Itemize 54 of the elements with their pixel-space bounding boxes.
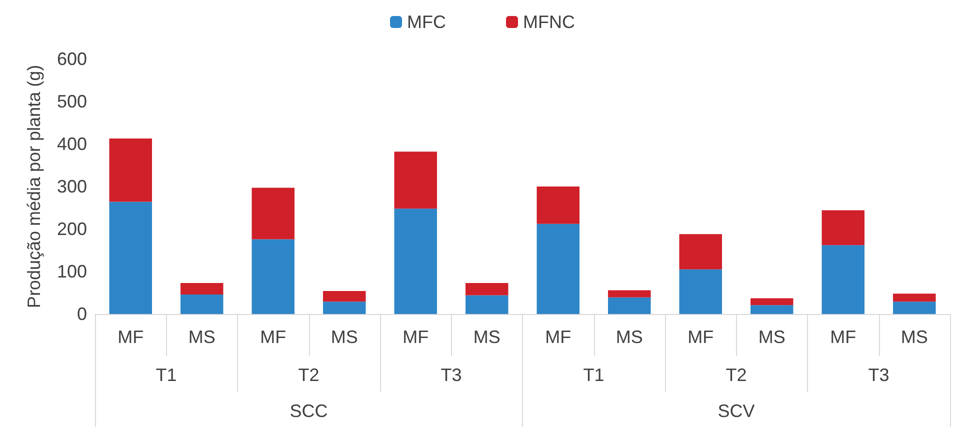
x-tick-label: MF [545,327,572,347]
x-tick-label: MS [900,327,928,347]
bar [109,138,152,202]
bar [536,186,580,224]
bar [466,295,508,314]
bar [893,294,936,302]
text: T2 [298,365,320,385]
bar [180,294,224,314]
text: T1 [156,365,177,385]
x-tick-label: MS [188,327,216,347]
bar [536,224,580,314]
text: SCV [718,401,755,421]
bar [394,208,437,314]
bar [394,152,437,209]
bar [822,210,864,246]
text: T1 [583,365,604,385]
bar [822,245,864,314]
text: T3 [868,365,890,385]
text: T3 [440,365,462,385]
bar [893,302,936,314]
y-tick-label: 500 [56,92,87,112]
bar [323,302,366,314]
x-tick-label: MS [758,327,786,347]
bar [109,202,152,314]
x-tick-label: MF [402,327,429,347]
bar [750,298,794,306]
bar [608,297,651,314]
bar [608,290,651,298]
x-tick-label: MF [688,327,714,347]
text: SCC [290,401,328,421]
y-tick-label: 0 [76,304,87,324]
text: T2 [726,365,747,385]
x-tick-label: MS [473,327,500,347]
bar [252,239,294,314]
y-tick-label: 200 [56,219,87,239]
y-tick-label: 400 [56,134,87,154]
x-tick-label: MF [118,327,144,347]
y-tick-label: 600 [56,49,87,69]
x-tick-label: MS [616,327,643,347]
y-tick-label: 100 [56,262,87,282]
bar [323,291,366,302]
bar [750,305,794,314]
bar [679,269,722,314]
y-axis-title: Produção média por planta (g) [24,64,44,308]
bar [466,282,508,296]
y-tick-label: 300 [56,176,87,196]
x-tick-label: MS [330,327,358,347]
x-tick-label: MF [830,327,856,347]
bar [679,234,722,270]
x-tick-label: MF [260,327,286,347]
bar [252,188,294,240]
bar [180,282,224,294]
legend-label: MFC [407,12,446,32]
legend-label: MFNC [523,12,575,32]
